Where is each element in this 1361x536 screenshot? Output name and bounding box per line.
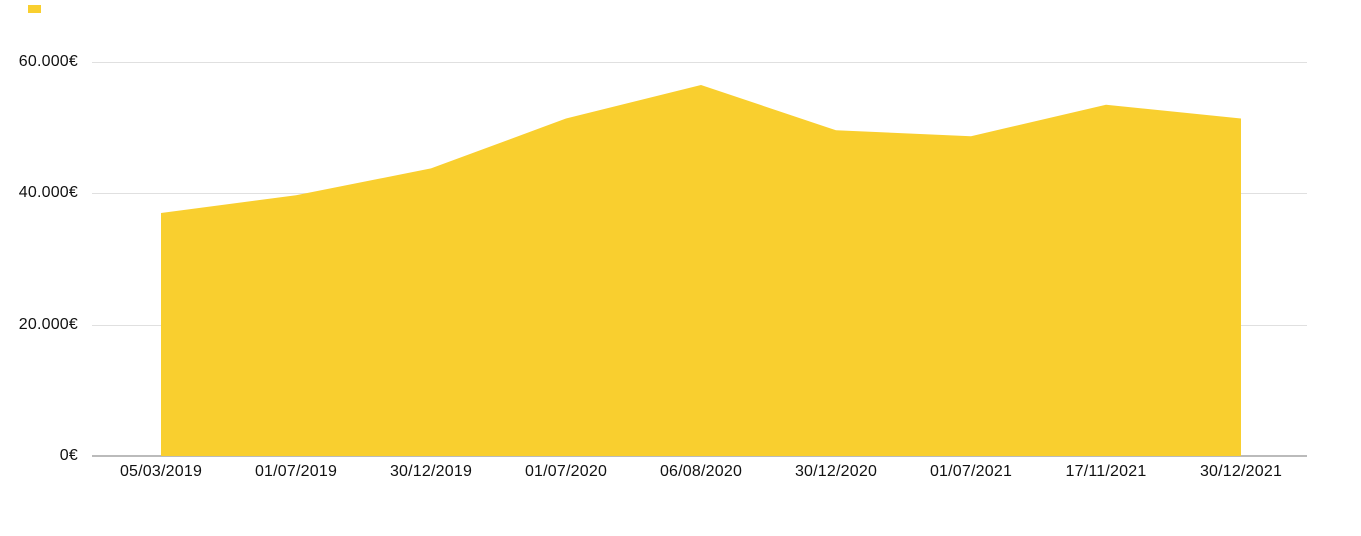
x-tick-label: 01/07/2019 <box>254 463 338 480</box>
x-tick-label: 06/08/2020 <box>659 463 743 480</box>
y-tick-label: 20.000€ <box>18 316 78 333</box>
y-tick-label: 60.000€ <box>18 53 78 70</box>
x-tick-label: 30/12/2019 <box>389 463 473 480</box>
x-tick-label: 30/12/2021 <box>1199 463 1283 480</box>
gridline <box>92 62 1307 63</box>
x-tick-label: 05/03/2019 <box>119 463 203 480</box>
x-tick-label: 17/11/2021 <box>1065 463 1147 480</box>
area-series-shape[interactable] <box>161 85 1241 456</box>
x-tick-label: 30/12/2020 <box>794 463 878 480</box>
y-tick-label: 0€ <box>59 447 78 464</box>
x-tick-label: 01/07/2021 <box>929 463 1013 480</box>
series-legend-swatch <box>28 5 41 13</box>
x-tick-label: 01/07/2020 <box>524 463 608 480</box>
y-tick-label: 40.000€ <box>18 184 78 201</box>
